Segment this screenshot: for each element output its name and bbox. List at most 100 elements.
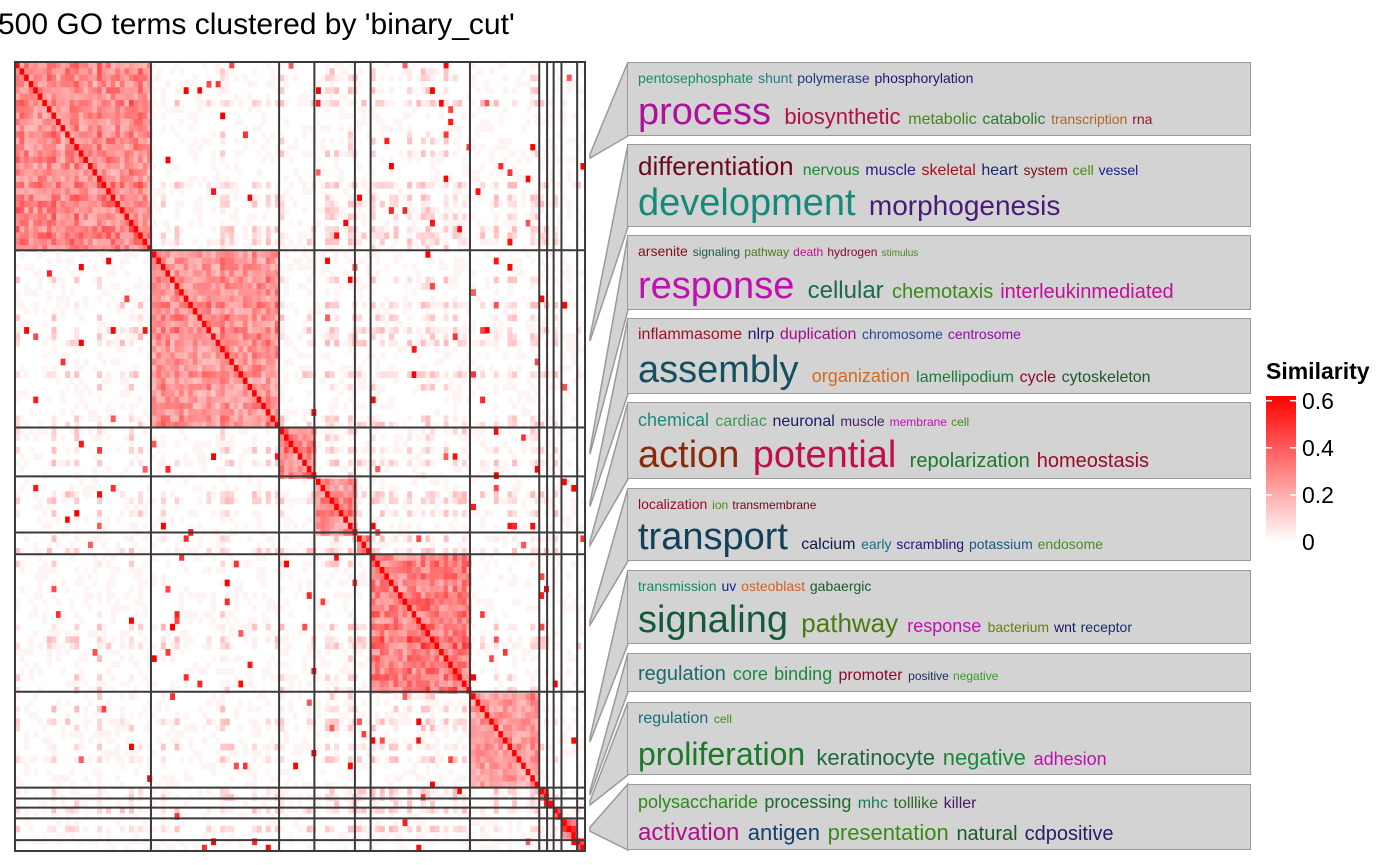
wordcloud-connectors bbox=[589, 61, 629, 852]
wordcloud-word: natural bbox=[956, 823, 1018, 845]
wordcloud-word: transport bbox=[638, 516, 788, 558]
wordcloud-word: interleukinmediated bbox=[1000, 281, 1174, 303]
wordcloud-word: phosphorylation bbox=[874, 70, 974, 86]
wordcloud-word: response bbox=[638, 265, 795, 307]
wordcloud-word: adhesion bbox=[1033, 749, 1107, 769]
wordcloud-line: chemical cardiac neuronal muscle membrane cel… bbox=[638, 411, 973, 430]
wordcloud-word: lamellipodium bbox=[916, 369, 1014, 386]
wordcloud-word: tolllike bbox=[893, 795, 939, 812]
wordcloud-word: potential bbox=[752, 434, 897, 476]
wordcloud-line: activation antigen presentation natural cdpo… bbox=[638, 821, 1121, 845]
wordcloud-word: osteoblast bbox=[741, 578, 805, 594]
wordcloud-line: action potential repolarization homeostasis bbox=[638, 436, 1156, 474]
wordcloud-word: system bbox=[1023, 162, 1068, 178]
wordcloud-word: gabaergic bbox=[809, 578, 872, 594]
wordcloud-word: polysaccharide bbox=[638, 792, 759, 812]
wordcloud-word: stimulus bbox=[881, 248, 919, 259]
wordcloud-word: mhc bbox=[857, 795, 888, 812]
wordcloud-box: inflammasome nlrp duplication chromosome cen… bbox=[627, 318, 1251, 394]
wordcloud-line: localization ion transmembrane bbox=[638, 497, 821, 513]
wordcloud-line: assembly organization lamellipodium cycle cy… bbox=[638, 351, 1156, 389]
wordcloud-word: localization bbox=[638, 496, 708, 512]
wordcloud-word: morphogenesis bbox=[868, 190, 1061, 221]
legend-title: Similarity bbox=[1266, 358, 1370, 384]
wordcloud-word: keratinocyte bbox=[816, 745, 936, 770]
wordcloud-line: development morphogenesis bbox=[638, 184, 1070, 222]
wordcloud-connector bbox=[589, 317, 629, 507]
wordcloud-word: hydrogen bbox=[827, 245, 878, 259]
wordcloud-word: action bbox=[638, 434, 740, 476]
chart-title: 500 GO terms clustered by 'binary_cut' bbox=[0, 8, 515, 41]
wordcloud-word: signaling bbox=[692, 245, 741, 259]
wordcloud-word: transmembrane bbox=[732, 498, 817, 512]
wordcloud-word: response bbox=[907, 616, 982, 636]
wordcloud-box: arsenite signaling pathway death hydrogen sti… bbox=[627, 235, 1251, 310]
wordcloud-word: cardiac bbox=[715, 413, 767, 430]
wordcloud-word: homeostasis bbox=[1036, 450, 1150, 472]
wordcloud-word: proliferation bbox=[638, 736, 806, 772]
wordcloud-box: pentosephosphate shunt polymerase phosphory… bbox=[627, 62, 1251, 136]
wordcloud-box: localization ion transmembrane transport cal… bbox=[627, 488, 1251, 561]
wordcloud-line: transport calcium early scrambling potassium… bbox=[638, 518, 1108, 556]
wordcloud-word: vessel bbox=[1098, 162, 1139, 178]
wordcloud-word: activation bbox=[638, 819, 740, 846]
wordcloud-word: cytoskeleton bbox=[1061, 369, 1151, 386]
wordcloud-line: signaling pathway response bacterium wnt rece… bbox=[638, 601, 1137, 639]
wordcloud-line: arsenite signaling pathway death hydrogen sti… bbox=[638, 244, 922, 260]
wordcloud-connector bbox=[589, 782, 629, 852]
heatmap bbox=[15, 62, 586, 852]
wordcloud-connector bbox=[589, 143, 629, 342]
wordcloud-word: cellular bbox=[807, 277, 884, 304]
wordcloud-word: negative bbox=[942, 745, 1026, 770]
wordcloud-word: pentosephosphate bbox=[638, 70, 754, 86]
wordcloud-word: calcium bbox=[801, 536, 856, 553]
wordcloud-connector bbox=[589, 569, 629, 742]
wordcloud-word: presentation bbox=[827, 820, 949, 845]
wordcloud-word: regulation bbox=[638, 662, 726, 685]
wordcloud-word: receptor bbox=[1080, 619, 1132, 635]
wordcloud-word: binding bbox=[774, 663, 833, 684]
wordcloud-word: antigen bbox=[747, 820, 820, 845]
wordcloud-word: scrambling bbox=[896, 536, 965, 552]
wordcloud-word: skeletal bbox=[921, 162, 976, 179]
wordcloud-word: endosome bbox=[1037, 536, 1104, 552]
wordcloud-word: membrane bbox=[889, 415, 947, 429]
wordcloud-word: assembly bbox=[638, 349, 799, 391]
wordcloud-word: positive bbox=[908, 668, 949, 683]
wordcloud-word: cell bbox=[713, 712, 732, 726]
wordcloud-word: neuronal bbox=[772, 413, 835, 430]
legend-tick-label: 0.2 bbox=[1302, 481, 1334, 508]
wordcloud-word: pathway bbox=[801, 608, 899, 638]
wordcloud-word: shunt bbox=[758, 70, 793, 86]
wordcloud-word: early bbox=[861, 536, 892, 552]
wordcloud-word: heart bbox=[981, 162, 1018, 179]
wordcloud-word: ion bbox=[712, 498, 729, 512]
wordcloud-word: bacterium bbox=[987, 619, 1050, 635]
wordcloud-connector bbox=[589, 701, 629, 807]
wordcloud-word: rna bbox=[1132, 111, 1153, 127]
wordcloud-word: inflammasome bbox=[638, 326, 743, 343]
wordcloud-word: transmission bbox=[638, 578, 717, 594]
wordcloud-word: centrosome bbox=[947, 326, 1021, 342]
wordcloud-line: differentiation nervous muscle skeletal hear… bbox=[638, 153, 1143, 179]
wordcloud-line: response cellular chemotaxis interleukinmed… bbox=[638, 267, 1181, 305]
wordcloud-connector bbox=[589, 487, 629, 628]
wordcloud-word: nlrp bbox=[747, 326, 775, 343]
wordcloud-word: cycle bbox=[1019, 369, 1057, 386]
wordcloud-word: cell bbox=[1072, 162, 1094, 178]
legend-tick-label: 0.6 bbox=[1302, 387, 1334, 414]
wordcloud-word: development bbox=[638, 182, 856, 224]
wordcloud-line: inflammasome nlrp duplication chromosome cen… bbox=[638, 327, 1026, 343]
wordcloud-word: promoter bbox=[838, 666, 903, 684]
heatmap-frame bbox=[14, 61, 586, 852]
wordcloud-box: differentiation nervous muscle skeletal hear… bbox=[627, 144, 1251, 227]
legend-tick-label: 0 bbox=[1302, 529, 1315, 555]
wordcloud-line: pentosephosphate shunt polymerase phosphory… bbox=[638, 71, 978, 87]
wordcloud-word: potassium bbox=[968, 536, 1033, 552]
wordcloud-word: processing bbox=[764, 792, 852, 812]
wordcloud-connector bbox=[589, 234, 629, 455]
wordcloud-word: cell bbox=[951, 415, 970, 429]
wordcloud-word: differentiation bbox=[638, 151, 794, 181]
wordcloud-word: polymerase bbox=[797, 70, 870, 86]
